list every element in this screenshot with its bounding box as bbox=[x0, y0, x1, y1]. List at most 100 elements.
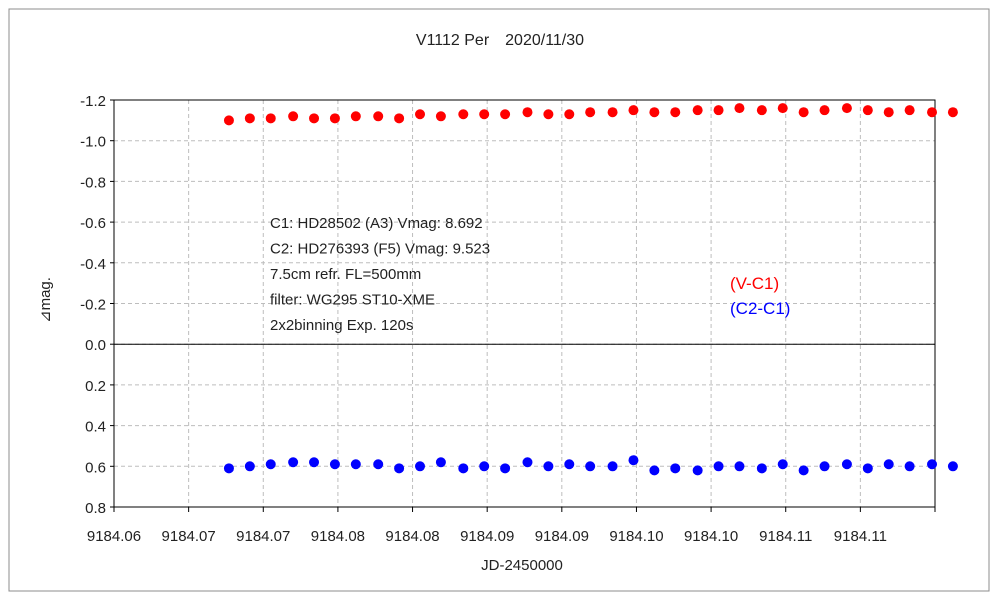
y-tick-label: -1.2 bbox=[80, 93, 106, 110]
data-point bbox=[288, 111, 299, 122]
data-point bbox=[309, 113, 320, 124]
data-point bbox=[777, 103, 788, 114]
data-point bbox=[500, 463, 511, 474]
data-point bbox=[223, 463, 234, 474]
data-point bbox=[373, 459, 384, 470]
data-point bbox=[394, 113, 405, 124]
data-point bbox=[223, 115, 234, 126]
data-point bbox=[543, 109, 554, 120]
series-group bbox=[223, 103, 958, 126]
data-point bbox=[564, 109, 575, 120]
data-point bbox=[819, 105, 830, 116]
data-point bbox=[862, 105, 873, 116]
data-point bbox=[543, 461, 554, 472]
annotation-line: filter: WG295 ST10-XME bbox=[270, 292, 435, 309]
data-point bbox=[628, 105, 639, 116]
data-point bbox=[777, 459, 788, 470]
x-tick-label: 9184.09 bbox=[535, 528, 589, 545]
data-point bbox=[904, 461, 915, 472]
data-point bbox=[713, 461, 724, 472]
data-point bbox=[522, 457, 533, 468]
data-point bbox=[435, 111, 446, 122]
y-tick-label: -0.8 bbox=[80, 174, 106, 191]
data-point bbox=[947, 107, 958, 118]
x-tick-label: 9184.08 bbox=[385, 528, 439, 545]
x-tick-label: 9184.06 bbox=[87, 528, 141, 545]
legend-entry: (V-C1) bbox=[730, 274, 779, 293]
data-point bbox=[692, 105, 703, 116]
data-point bbox=[394, 463, 405, 474]
x-tick-label: 9184.10 bbox=[609, 528, 663, 545]
data-point bbox=[373, 111, 384, 122]
data-point bbox=[756, 463, 767, 474]
data-point bbox=[670, 107, 681, 118]
data-point bbox=[670, 463, 681, 474]
data-point bbox=[927, 459, 938, 470]
annotation-line: 2x2binning Exp. 120s bbox=[270, 317, 413, 334]
figure-border bbox=[8, 8, 990, 592]
y-tick-label: -0.2 bbox=[80, 297, 106, 314]
data-point bbox=[692, 465, 703, 476]
data-point bbox=[607, 107, 618, 118]
y-tick-label: -1.0 bbox=[80, 134, 106, 151]
data-point bbox=[819, 461, 830, 472]
x-axis: 9184.06 9184.07 9184.07 9184.08 9184.08 9184.… bbox=[87, 507, 936, 545]
data-point bbox=[564, 459, 575, 470]
y-axis-label: ⊿mag. bbox=[37, 277, 54, 323]
data-point bbox=[734, 461, 745, 472]
data-point bbox=[927, 107, 938, 118]
data-point bbox=[288, 457, 299, 468]
data-point bbox=[841, 103, 852, 114]
y-tick-label: -0.6 bbox=[80, 215, 106, 232]
data-point bbox=[522, 107, 533, 118]
data-point bbox=[458, 109, 469, 120]
data-point bbox=[329, 113, 340, 124]
annotation-line: C2: HD276393 (F5) Vmag: 9.523 bbox=[270, 241, 490, 258]
data-point bbox=[500, 109, 511, 120]
y-axis: -1.2 -1.0 -0.8 -0.6 -0.4 -0.2 0.0 0.2 0.4 0.6 0.8 bbox=[80, 93, 114, 517]
x-axis-label: JD-2450000 bbox=[481, 557, 563, 574]
data-point bbox=[607, 461, 618, 472]
data-point bbox=[244, 113, 255, 124]
series-layer bbox=[223, 103, 958, 476]
data-point bbox=[585, 461, 596, 472]
data-point bbox=[713, 105, 724, 116]
data-point bbox=[244, 461, 255, 472]
data-point bbox=[585, 107, 596, 118]
chart-title: V1112 Per 2020/11/30 bbox=[416, 32, 584, 49]
annotation-line: C1: HD28502 (A3) Vmag: 8.692 bbox=[270, 215, 483, 232]
data-point bbox=[479, 109, 490, 120]
data-point bbox=[841, 459, 852, 470]
x-tick-label: 9184.09 bbox=[460, 528, 514, 545]
data-point bbox=[350, 111, 361, 122]
legend-entry: (C2-C1) bbox=[730, 299, 790, 318]
y-tick-label: 0.8 bbox=[85, 500, 106, 517]
data-point bbox=[947, 461, 958, 472]
data-point bbox=[628, 455, 639, 466]
y-tick-label: 0.6 bbox=[85, 459, 106, 476]
data-point bbox=[756, 105, 767, 116]
annotation-block: C1: HD28502 (A3) Vmag: 8.692 C2: HD276393… bbox=[270, 215, 490, 334]
x-tick-label: 9184.11 bbox=[834, 528, 887, 545]
data-point bbox=[862, 463, 873, 474]
y-tick-label: -0.4 bbox=[80, 256, 106, 273]
y-tick-label: 0.2 bbox=[85, 378, 106, 395]
annotation-line: 7.5cm refr. FL=500mm bbox=[270, 266, 421, 283]
data-point bbox=[309, 457, 320, 468]
x-tick-label: 9184.08 bbox=[311, 528, 365, 545]
data-point bbox=[435, 457, 446, 468]
data-point bbox=[798, 107, 809, 118]
data-point bbox=[350, 459, 361, 470]
data-point bbox=[798, 465, 809, 476]
data-point bbox=[649, 107, 660, 118]
data-point bbox=[883, 459, 894, 470]
data-point bbox=[649, 465, 660, 476]
data-point bbox=[265, 113, 276, 124]
data-point bbox=[458, 463, 469, 474]
x-tick-label: 9184.07 bbox=[236, 528, 290, 545]
data-point bbox=[904, 105, 915, 116]
legend: (V-C1) (C2-C1) bbox=[730, 274, 790, 318]
y-tick-label: 0.0 bbox=[85, 337, 106, 354]
y-tick-label: 0.4 bbox=[85, 419, 106, 436]
